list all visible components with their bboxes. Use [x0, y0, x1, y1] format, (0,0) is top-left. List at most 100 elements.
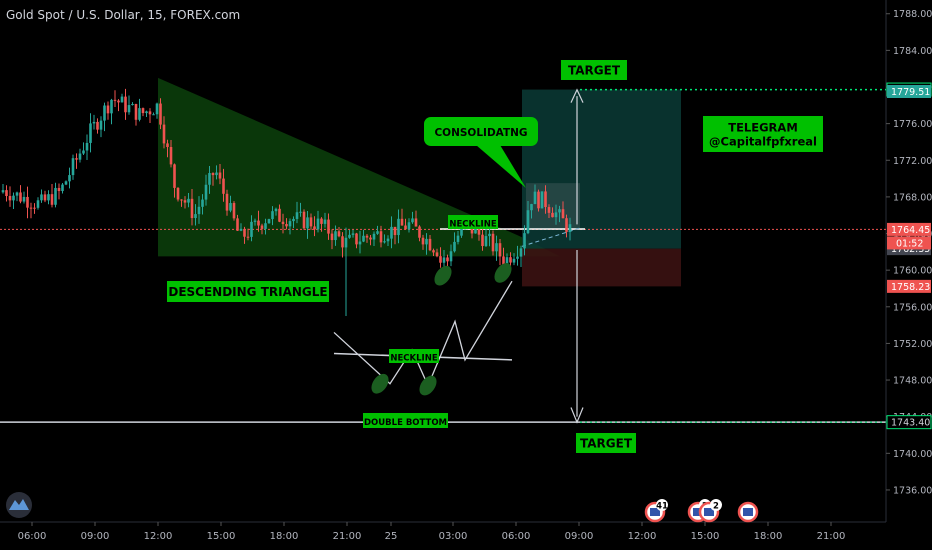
descending-triangle-label-text: DESCENDING TRIANGLE — [168, 285, 327, 299]
candle — [239, 223, 243, 232]
candle-body — [292, 218, 295, 222]
candle-body — [271, 211, 274, 220]
candle — [176, 187, 180, 202]
event-count: 2 — [713, 502, 719, 512]
candle — [421, 234, 425, 250]
candle-body — [348, 234, 351, 238]
event-flag-inner — [743, 508, 753, 516]
candle-body — [558, 209, 561, 213]
candle-body — [425, 238, 428, 245]
candle — [547, 204, 551, 219]
logo-mark — [9, 499, 29, 510]
countdown-bg — [887, 236, 931, 250]
candle — [89, 113, 92, 153]
candle-body — [369, 237, 372, 240]
candle-body — [92, 121, 96, 124]
x-tick-label: 06:00 — [18, 531, 47, 542]
candle — [313, 216, 316, 237]
consolidating-label-bg — [424, 117, 538, 146]
candle-body — [512, 258, 516, 263]
candle-body — [47, 194, 50, 201]
candle — [449, 244, 453, 267]
candle-body — [99, 120, 103, 130]
x-tick-label: 21:00 — [817, 531, 846, 542]
candle-body — [43, 194, 47, 201]
candle — [29, 202, 33, 219]
candle — [327, 213, 330, 240]
candle — [78, 148, 82, 163]
target-label-top-text: TARGET — [568, 64, 621, 78]
candle-body — [134, 104, 138, 120]
candle — [138, 98, 141, 122]
candle — [337, 227, 341, 238]
candle — [551, 207, 554, 218]
candle-body — [320, 218, 323, 224]
candle-body — [54, 187, 57, 205]
candle-body — [519, 248, 523, 257]
candle — [397, 209, 400, 244]
candle — [432, 248, 435, 257]
candle — [530, 203, 533, 219]
candle-body — [204, 184, 208, 200]
candle — [306, 210, 309, 239]
y-tick-label: 1748.00 — [893, 376, 932, 387]
candle-body — [71, 158, 75, 176]
candle-body — [481, 234, 484, 247]
candle-body — [152, 114, 155, 116]
candle-body — [264, 223, 267, 229]
candle-body — [365, 235, 369, 238]
candle — [561, 201, 565, 219]
candle-body — [155, 103, 159, 115]
candles — [1, 88, 572, 316]
candle-body — [12, 195, 15, 201]
candle — [323, 212, 327, 228]
candle-body — [229, 203, 232, 211]
candle-body — [33, 207, 36, 209]
candle-body — [484, 236, 488, 247]
candle — [292, 216, 295, 229]
candle-body — [309, 217, 313, 227]
candle — [537, 189, 540, 212]
neckline-bottom-label-text: NECKLINE — [390, 354, 437, 364]
candle-body — [551, 212, 554, 218]
event-badge — [656, 499, 668, 511]
y-tick-label: 1768.00 — [893, 192, 932, 203]
candle — [19, 185, 22, 204]
candle — [106, 101, 110, 120]
consolidating-label-text: CONSOLIDATNG — [434, 127, 527, 139]
candle-body — [183, 200, 187, 203]
candle — [568, 217, 572, 241]
countdown-text: 01:52 — [896, 238, 923, 249]
candle — [194, 204, 197, 226]
candle — [68, 167, 71, 189]
candle-body — [498, 243, 502, 257]
candle-body — [278, 208, 281, 222]
y-tick-label: 1772.00 — [893, 156, 932, 167]
candle-body — [397, 218, 400, 236]
candle — [211, 172, 215, 186]
price-tag-text: 1779.51 — [891, 87, 930, 98]
candle — [369, 234, 372, 246]
candle-body — [40, 194, 43, 201]
candle-body — [334, 231, 337, 241]
candle — [166, 139, 169, 158]
candle-body — [267, 219, 271, 224]
candle — [390, 216, 393, 249]
candle — [5, 185, 8, 202]
candle — [558, 205, 561, 223]
candle-body — [460, 224, 463, 236]
candle-body — [120, 96, 124, 103]
candle — [425, 233, 428, 255]
candle — [64, 180, 68, 186]
candle-body — [330, 233, 334, 241]
candle — [117, 99, 120, 112]
candle-body — [323, 219, 327, 224]
candle-body — [78, 153, 82, 160]
candle-body — [414, 218, 418, 227]
candle — [348, 229, 351, 239]
bottom-marker — [419, 375, 437, 396]
candle — [180, 199, 183, 207]
candle-body — [554, 212, 558, 218]
candle-body — [162, 124, 166, 144]
